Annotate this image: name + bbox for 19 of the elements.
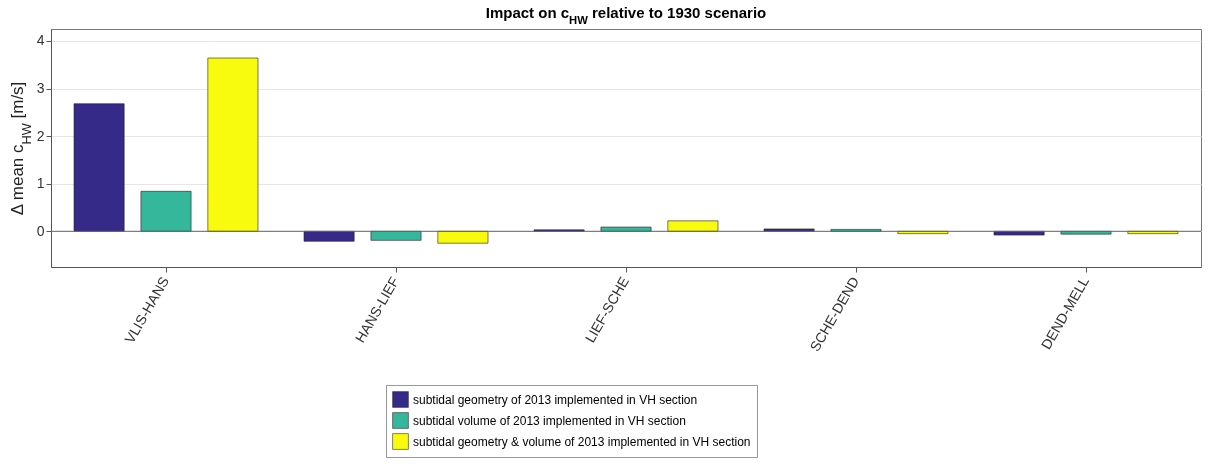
chart-title: Impact on c$_{HW}$ relative to 1930 scenario [485,4,767,26]
bar [437,231,489,244]
legend-label: subtidal volume of 2013 implemented in VH section [413,413,686,428]
y-tick-label: 3 [36,80,45,96]
bar [207,57,259,232]
legend-label: subtidal geometry of 2013 implemented in VH section [413,392,698,407]
bar [303,231,355,242]
bar [370,231,422,241]
y-tick-label: 0 [36,222,45,239]
bar [763,228,815,232]
y-tick-label: 1 [36,175,45,192]
legend-label: subtidal geometry & volume of 2013 implemented in VH section [413,434,751,449]
bar [993,231,1045,236]
bar [140,191,192,232]
bar [667,220,719,232]
y-tick-label: 2 [36,127,45,144]
bar [600,226,652,232]
bar [73,103,125,232]
y-tick-label: 4 [36,32,45,49]
